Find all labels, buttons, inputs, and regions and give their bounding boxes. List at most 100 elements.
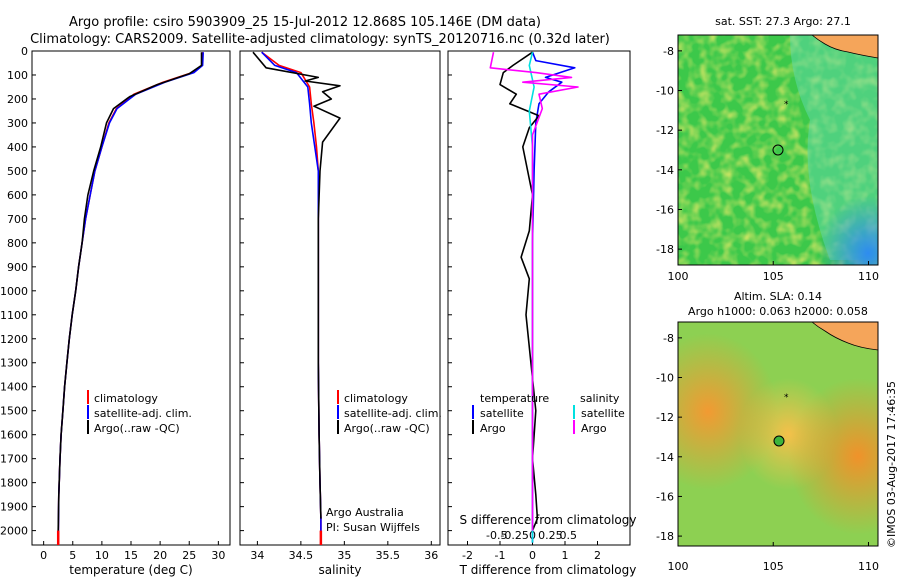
difference-x-tick-label: -2 xyxy=(462,549,473,562)
map-lat-tick-label: -14 xyxy=(656,451,674,464)
depth-tick-label: 1500 xyxy=(0,405,28,418)
temperature-xlabel: temperature (deg C) xyxy=(69,563,192,577)
legend-salinity-heading: salinity xyxy=(580,392,620,405)
difference-s-tick-label: -0.25 xyxy=(500,529,528,542)
map-lon-tick-label: 110 xyxy=(858,270,879,283)
temperature-x-tick-label: 0 xyxy=(40,549,47,562)
temperature-x-tick-label: 20 xyxy=(153,549,167,562)
legend-argo-label: Argo(..raw -QC) xyxy=(344,422,430,435)
credit-line1: Argo Australia xyxy=(326,506,404,519)
map-lon-tick-label: 105 xyxy=(763,270,784,283)
depth-tick-label: 200 xyxy=(7,93,28,106)
map-lat-tick-label: -18 xyxy=(656,530,674,543)
map-lon-tick-label: 100 xyxy=(668,270,689,283)
difference-x-tick-label: -1 xyxy=(495,549,506,562)
depth-tick-label: 1200 xyxy=(0,333,28,346)
difference-x-tick-label: 1 xyxy=(562,549,569,562)
float-position-marker xyxy=(772,144,784,156)
depth-tick-label: 1900 xyxy=(0,501,28,514)
salinity-x-tick-label: 36 xyxy=(424,549,438,562)
legend-satellite-label: satellite-adj. clim. xyxy=(344,407,442,420)
temperature-x-tick-label: 15 xyxy=(124,549,138,562)
temperature-series-satellite-adj-clim- xyxy=(57,52,204,543)
sla-map: * xyxy=(677,321,879,547)
depth-tick-label: 2000 xyxy=(0,525,28,538)
float-position-marker xyxy=(773,435,785,447)
temperature-series-group xyxy=(56,52,204,545)
depth-tick-label: 800 xyxy=(7,237,28,250)
depth-tick-label: 1000 xyxy=(0,285,28,298)
salinity-series-satellite-adj-clim- xyxy=(261,51,322,543)
credit-line2: PI: Susan Wijffels xyxy=(326,521,420,534)
difference-series-group xyxy=(489,51,579,543)
figure-title-line2: Climatology: CARS2009. Satellite-adjuste… xyxy=(30,32,610,47)
salinity-x-tick-label: 34.5 xyxy=(289,549,314,562)
temperature-series-argo-raw-qc- xyxy=(57,52,203,531)
depth-tick-label: 1600 xyxy=(0,429,28,442)
island-marker: * xyxy=(784,393,789,403)
island-marker: * xyxy=(784,100,789,110)
map-lat-tick-label: -16 xyxy=(656,203,674,216)
salinity-series-group xyxy=(252,51,341,545)
temperature-legend: climatology satellite-adj. clim. Argo(..… xyxy=(87,390,192,435)
map-lon-tick-label: 100 xyxy=(668,560,689,573)
depth-tick-label: 100 xyxy=(7,69,28,82)
depth-tick-label: 1700 xyxy=(0,453,28,466)
legend-s-argo-label: Argo xyxy=(581,422,607,435)
figure-title-line1: Argo profile: csiro 5903909_25 15-Jul-20… xyxy=(69,15,541,30)
salinity-x-tick-label: 34 xyxy=(250,549,264,562)
difference-series-salinity-argo xyxy=(489,52,579,531)
map-lat-tick-label: -18 xyxy=(656,243,674,256)
salinity-legend: climatology satellite-adj. clim. Argo(..… xyxy=(337,390,442,435)
depth-tick-label: 700 xyxy=(7,213,28,226)
salinity-x-tick-label: 35 xyxy=(337,549,351,562)
depth-tick-label: 500 xyxy=(7,165,28,178)
temperature-x-tick-label: 10 xyxy=(95,549,109,562)
map-lat-tick-label: -8 xyxy=(663,332,674,345)
depth-tick-label: 600 xyxy=(7,189,28,202)
legend-t-satellite-label: satellite xyxy=(480,407,524,420)
depth-tick-label: 1300 xyxy=(0,357,28,370)
map-lat-tick-label: -14 xyxy=(656,164,674,177)
map-lat-tick-label: -10 xyxy=(656,372,674,385)
depth-tick-label: 1100 xyxy=(0,309,28,322)
legend-climatology-label: climatology xyxy=(94,392,158,405)
map-lon-tick-label: 110 xyxy=(858,560,879,573)
sst-map-title: sat. SST: 27.3 Argo: 27.1 xyxy=(715,15,851,28)
temperature-series-climatology xyxy=(57,52,204,543)
difference-series-temperature-satellite xyxy=(531,51,576,543)
temperature-x-tick-label: 5 xyxy=(69,549,76,562)
difference-legend: temperature salinity satellite Argo sate… xyxy=(472,392,625,435)
difference-x-tick-label: 2 xyxy=(594,549,601,562)
sla-map-title2: Argo h1000: 0.063 h2000: 0.058 xyxy=(688,305,868,318)
sla-map-title1: Altim. SLA: 0.14 xyxy=(734,290,822,303)
difference-s-tick-label: 0.25 xyxy=(538,529,563,542)
difference-s-tick-label: 0.5 xyxy=(560,529,578,542)
salinity-panel-frame xyxy=(239,50,441,546)
temperature-panel-frame xyxy=(31,50,231,546)
map-lat-tick-label: -16 xyxy=(656,490,674,503)
temperature-x-tick-label: 25 xyxy=(182,549,196,562)
map-lat-tick-label: -12 xyxy=(656,411,674,424)
map-lon-tick-label: 105 xyxy=(763,560,784,573)
legend-temperature-heading: temperature xyxy=(480,392,549,405)
map-lat-tick-label: -10 xyxy=(656,85,674,98)
coastline-java xyxy=(810,321,879,351)
sst-map: * xyxy=(677,34,879,266)
legend-s-satellite-label: satellite xyxy=(581,407,625,420)
salinity-series-argo-raw-qc- xyxy=(252,51,341,519)
depth-tick-label: 0 xyxy=(21,45,28,58)
map-lat-tick-label: -8 xyxy=(663,45,674,58)
temperature-x-tick-label: 30 xyxy=(211,549,225,562)
difference-xlabel: T difference from climatology xyxy=(459,563,637,577)
legend-t-argo-label: Argo xyxy=(480,422,506,435)
legend-argo-label: Argo(..raw -QC) xyxy=(94,422,180,435)
imos-watermark: ©IMOS 03-Aug-2017 17:46:35 xyxy=(885,381,898,548)
difference-s-tick-label: -0.5 xyxy=(486,529,507,542)
depth-tick-label: 400 xyxy=(7,141,28,154)
difference-panel-frame xyxy=(447,50,631,546)
map-lat-tick-label: -12 xyxy=(656,124,674,137)
depth-tick-label: 1400 xyxy=(0,381,28,394)
legend-climatology-label: climatology xyxy=(344,392,408,405)
